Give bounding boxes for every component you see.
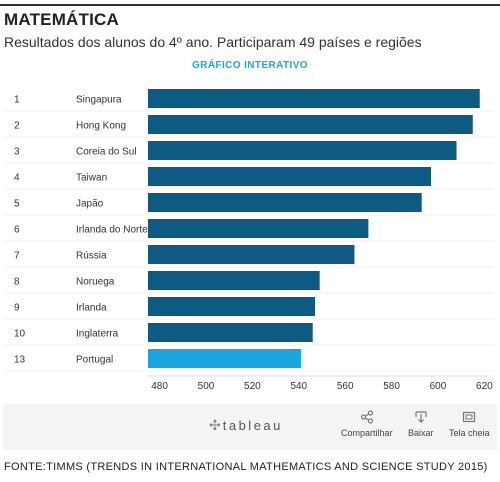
chart-title: MATEMÁTICA <box>4 10 119 29</box>
rank-label: 3 <box>14 147 20 158</box>
x-tick-label: 560 <box>337 381 354 392</box>
rank-label: 1 <box>14 95 20 106</box>
rank-label: 9 <box>14 303 20 314</box>
category-label: Taiwan <box>76 173 107 184</box>
x-tick-label: 500 <box>198 381 215 392</box>
download-label: Baixar <box>408 428 434 438</box>
chart-subtitle: Resultados dos alunos do 4º ano. Partici… <box>4 34 422 50</box>
rank-label: 8 <box>14 277 20 288</box>
category-label: Noruega <box>76 277 115 288</box>
x-tick-label: 540 <box>290 381 307 392</box>
category-label: Irlanda <box>76 303 107 314</box>
bar[interactable] <box>148 193 422 212</box>
category-label: Coreia do Sul <box>76 147 137 158</box>
fullscreen-icon <box>449 410 490 428</box>
bar[interactable] <box>148 271 320 290</box>
bar[interactable] <box>148 219 369 238</box>
bar[interactable] <box>148 89 480 108</box>
tableau-toolbar: ✣ tableau Compartilhar Baixar <box>3 404 497 450</box>
bar[interactable] <box>148 323 313 342</box>
tableau-logo-text: tableau <box>222 418 283 433</box>
category-label: Irlanda do Norte <box>76 225 148 236</box>
rank-label: 2 <box>14 121 20 132</box>
source-note: FONTE:TIMMS (TRENDS IN INTERNATIONAL MAT… <box>4 461 488 473</box>
rank-label: 5 <box>14 199 20 210</box>
share-button[interactable]: Compartilhar <box>341 410 393 438</box>
share-label: Compartilhar <box>341 428 393 438</box>
bar[interactable] <box>148 245 355 264</box>
rank-label: 7 <box>14 251 20 262</box>
fullscreen-label: Tela cheia <box>449 428 490 438</box>
interactive-label: GRÁFICO INTERATIVO <box>192 60 308 71</box>
tableau-logo-icon: ✣ <box>209 417 221 433</box>
category-label: Singapura <box>76 95 122 106</box>
x-tick-label: 600 <box>430 381 447 392</box>
category-label: Japão <box>76 199 104 210</box>
x-tick-label: 480 <box>151 381 168 392</box>
bar[interactable] <box>148 141 457 160</box>
rank-label: 4 <box>14 173 20 184</box>
category-label: Inglaterra <box>76 329 119 340</box>
bar-chart: 1 Singapura 2 Hong Kong 3 Coreia do Sul 4 Taiwa… <box>4 89 494 392</box>
download-button[interactable]: Baixar <box>408 410 434 438</box>
bar[interactable] <box>148 349 302 368</box>
download-icon <box>408 410 434 428</box>
rank-label: 13 <box>14 355 26 366</box>
rank-label: 10 <box>14 329 26 340</box>
fullscreen-button[interactable]: Tela cheia <box>449 410 490 438</box>
x-tick-label: 580 <box>383 381 400 392</box>
x-tick-label: 520 <box>244 381 261 392</box>
top-rule <box>0 4 500 6</box>
bar[interactable] <box>148 115 473 134</box>
rank-label: 6 <box>14 225 20 236</box>
category-label: Rússia <box>76 251 107 262</box>
tableau-logo[interactable]: ✣ tableau <box>209 417 283 434</box>
category-label: Hong Kong <box>76 121 126 132</box>
share-icon <box>341 410 393 428</box>
category-label: Portugal <box>76 355 113 366</box>
x-tick-label: 620 <box>476 381 493 392</box>
bar[interactable] <box>148 297 316 316</box>
bar[interactable] <box>148 167 432 186</box>
